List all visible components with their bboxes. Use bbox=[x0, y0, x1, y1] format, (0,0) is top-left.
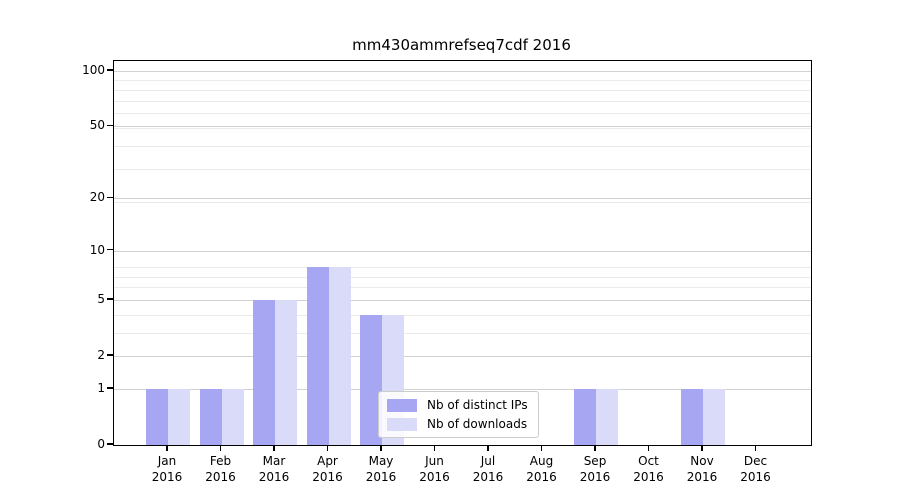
minor-gridline bbox=[114, 146, 811, 148]
x-tick-label: Apr 2016 bbox=[312, 454, 343, 484]
bar-sep-distinct-ips bbox=[574, 388, 596, 445]
major-gridline bbox=[114, 198, 811, 200]
minor-gridline bbox=[114, 332, 811, 334]
minor-gridline bbox=[114, 202, 811, 204]
y-tick-mark bbox=[107, 298, 113, 300]
minor-gridline bbox=[114, 314, 811, 316]
minor-gridline bbox=[114, 287, 811, 289]
y-tick-label: 10 bbox=[89, 242, 105, 257]
y-tick-label: 2 bbox=[97, 348, 105, 362]
bar-jan-downloads bbox=[168, 388, 190, 445]
minor-gridline bbox=[114, 80, 811, 82]
x-tick-mark bbox=[326, 445, 329, 451]
legend-entry-downloads: Nb of downloads bbox=[387, 417, 528, 431]
bar-mar-downloads bbox=[275, 299, 297, 445]
y-tick-mark bbox=[107, 196, 113, 198]
bar-jan-distinct-ips bbox=[146, 388, 168, 445]
x-tick-label: Dec 2016 bbox=[740, 454, 771, 484]
y-tick-label: 20 bbox=[89, 190, 105, 205]
legend-swatch-distinct-ips bbox=[387, 398, 417, 412]
legend-swatch-downloads bbox=[387, 417, 417, 431]
bar-nov-downloads bbox=[703, 388, 725, 445]
chart-title: mm430ammrefseq7cdf 2016 bbox=[352, 36, 571, 54]
x-tick-label: Jun 2016 bbox=[419, 454, 450, 484]
y-tick-mark bbox=[107, 354, 113, 356]
x-tick-mark bbox=[647, 445, 650, 451]
y-tick-mark bbox=[107, 124, 113, 127]
x-tick-mark bbox=[754, 445, 757, 451]
x-tick-label: Jan 2016 bbox=[151, 454, 183, 484]
bar-may-distinct-ips bbox=[360, 314, 382, 445]
minor-gridline bbox=[114, 89, 811, 91]
minor-gridline bbox=[114, 100, 811, 102]
legend-label-distinct-ips: Nb of distinct IPs bbox=[427, 398, 528, 412]
legend: Nb of distinct IPs Nb of downloads bbox=[378, 391, 539, 438]
major-gridline bbox=[114, 126, 811, 128]
minor-gridline bbox=[114, 113, 811, 115]
x-tick-label: Nov 2016 bbox=[686, 454, 718, 484]
x-tick-label: Jul 2016 bbox=[472, 454, 504, 484]
y-tick-mark bbox=[107, 443, 113, 445]
x-tick-label: May 2016 bbox=[365, 454, 397, 484]
x-tick-mark bbox=[701, 445, 703, 451]
x-tick-mark bbox=[594, 445, 596, 451]
y-tick-mark bbox=[107, 387, 113, 389]
plot-area: Nb of distinct IPs Nb of downloads bbox=[113, 60, 812, 446]
minor-gridline bbox=[114, 266, 811, 268]
legend-label-downloads: Nb of downloads bbox=[427, 417, 528, 431]
y-tick-label: 5 bbox=[97, 291, 105, 306]
x-tick-label: Mar 2016 bbox=[258, 454, 290, 484]
x-tick-mark bbox=[380, 445, 382, 451]
x-tick-label: Feb 2016 bbox=[205, 454, 236, 484]
legend-entry-distinct-ips: Nb of distinct IPs bbox=[387, 398, 528, 412]
y-tick-label: 0 bbox=[97, 437, 105, 451]
major-gridline bbox=[114, 250, 811, 252]
x-tick-label: Sep 2016 bbox=[579, 454, 611, 484]
y-tick-label: 50 bbox=[89, 118, 105, 133]
major-gridline bbox=[114, 388, 811, 390]
major-gridline bbox=[114, 71, 811, 72]
x-tick-label: Oct 2016 bbox=[633, 454, 664, 484]
bar-apr-downloads bbox=[328, 266, 351, 445]
minor-gridline bbox=[114, 169, 811, 171]
bar-apr-distinct-ips bbox=[306, 266, 329, 445]
x-tick-mark bbox=[433, 445, 436, 451]
x-tick-mark bbox=[219, 445, 222, 451]
y-tick-mark bbox=[107, 248, 113, 251]
x-tick-mark bbox=[487, 445, 489, 451]
major-gridline bbox=[114, 299, 811, 301]
x-tick-label: Aug 2016 bbox=[526, 454, 557, 484]
x-tick-mark bbox=[540, 445, 543, 451]
bar-mar-distinct-ips bbox=[253, 299, 275, 445]
y-tick-mark bbox=[107, 69, 113, 71]
y-tick-label: 100 bbox=[82, 63, 105, 77]
minor-gridline bbox=[114, 128, 811, 129]
bar-nov-distinct-ips bbox=[681, 388, 703, 445]
bar-feb-distinct-ips bbox=[199, 388, 222, 445]
bar-feb-downloads bbox=[221, 388, 244, 445]
x-tick-mark bbox=[166, 445, 168, 451]
x-tick-mark bbox=[273, 445, 275, 451]
y-tick-label: 1 bbox=[97, 380, 105, 395]
minor-gridline bbox=[114, 276, 811, 278]
major-gridline bbox=[114, 356, 811, 357]
bar-sep-downloads bbox=[596, 388, 618, 445]
